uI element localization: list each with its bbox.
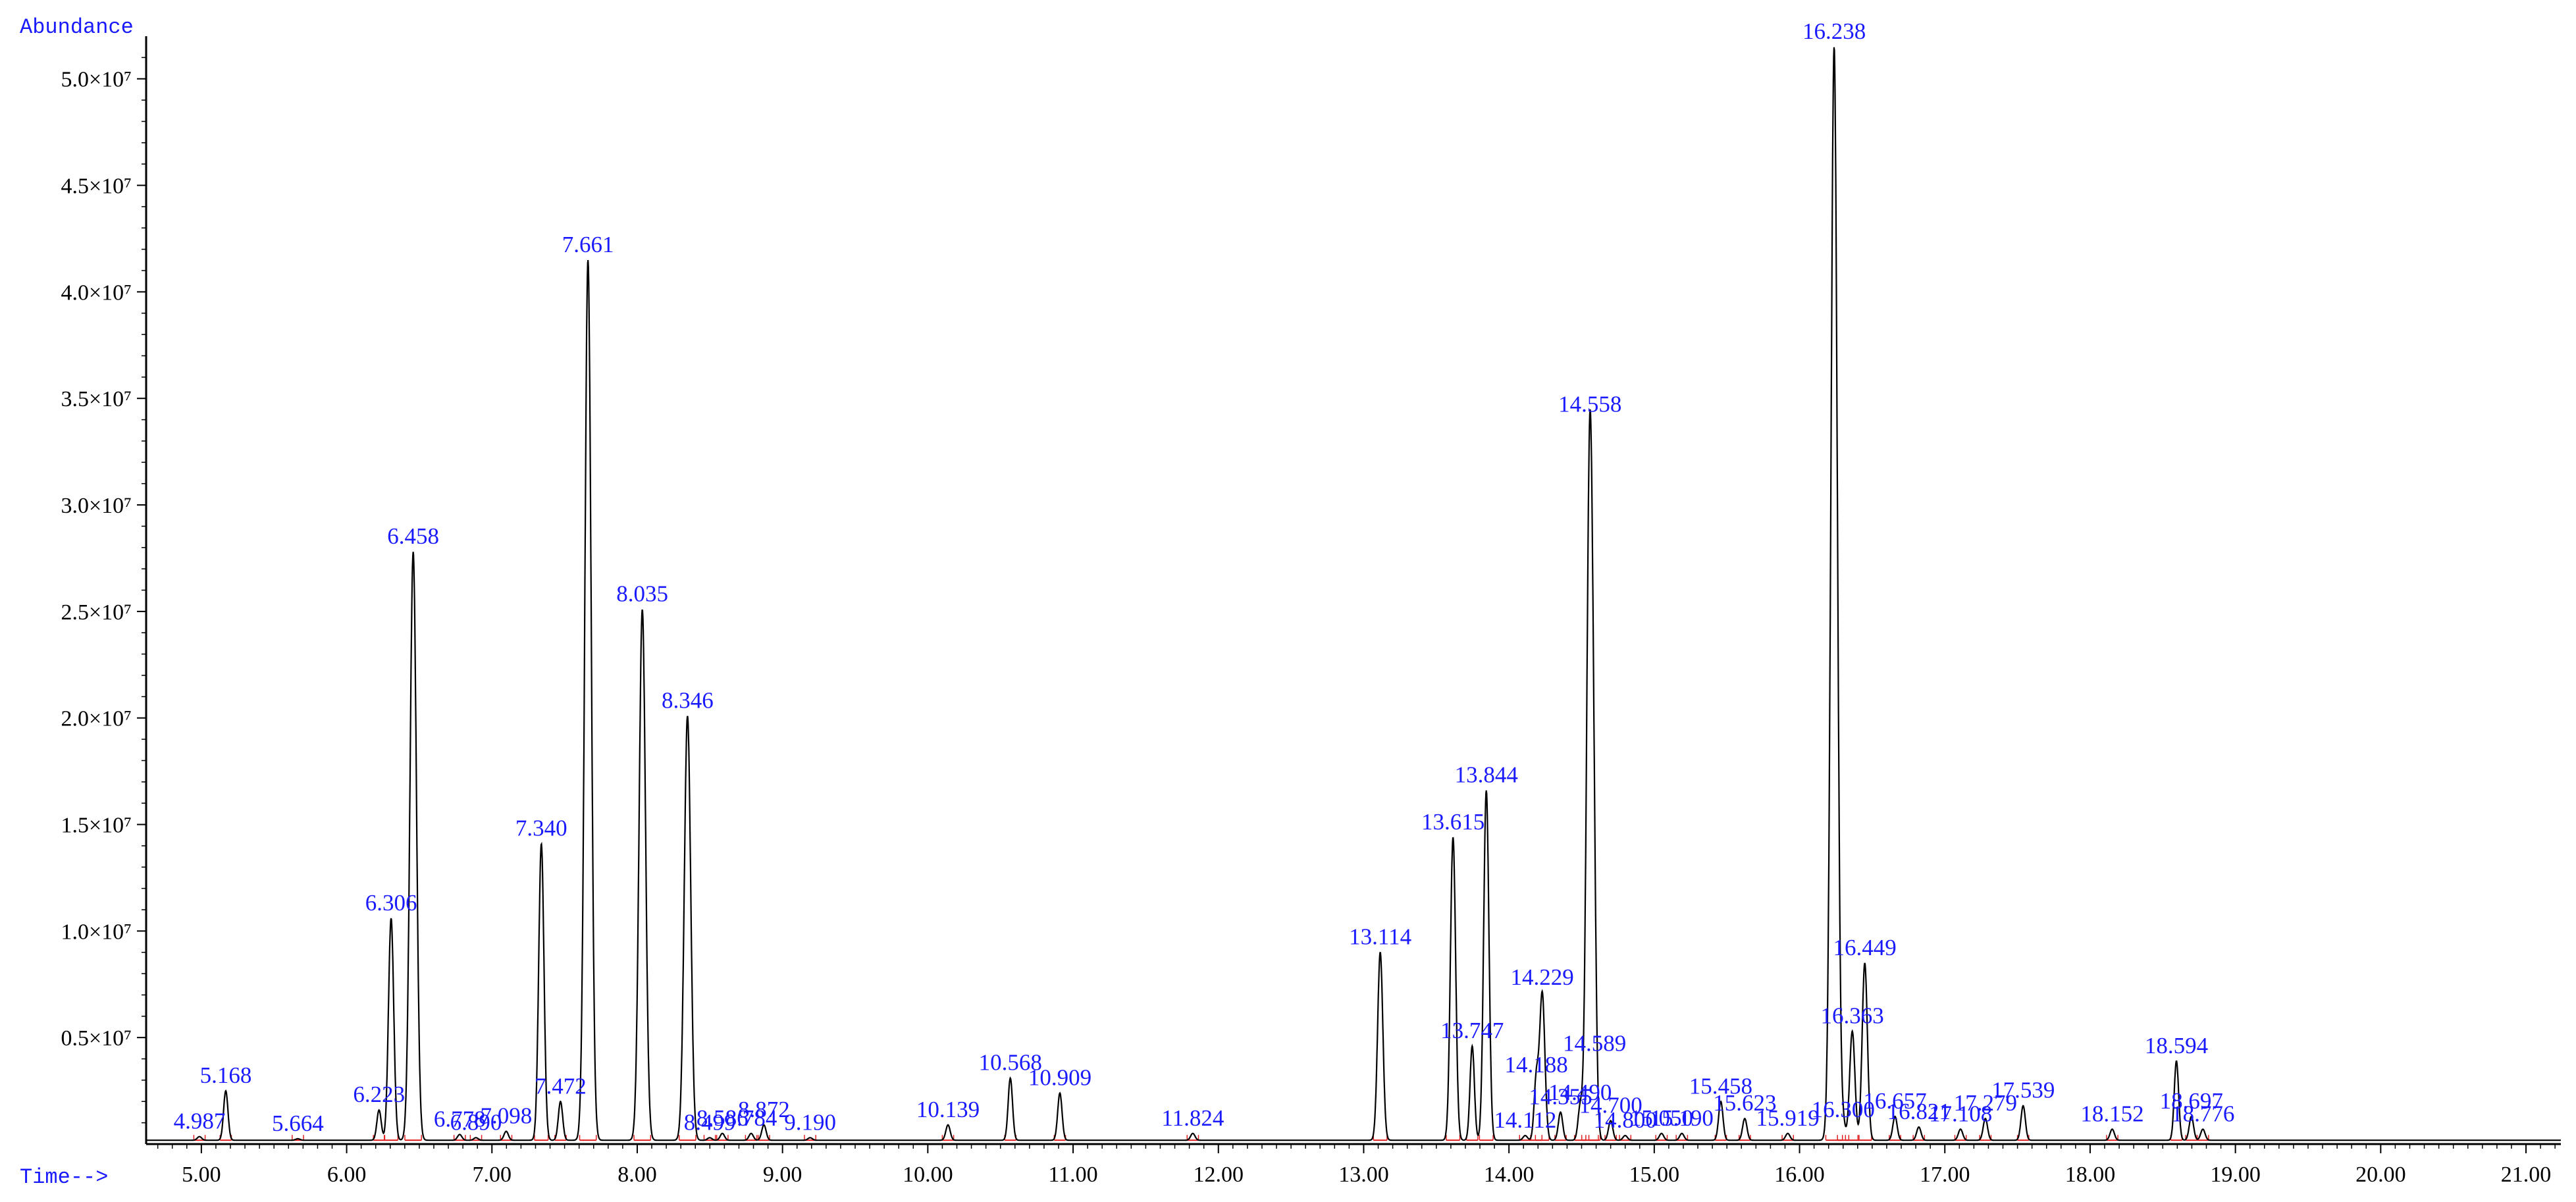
- peak-label: 4.987: [174, 1109, 226, 1134]
- peak-label: 15.623: [1713, 1090, 1776, 1116]
- peak-label: 14.558: [1558, 392, 1621, 417]
- peak-label: 16.238: [1802, 18, 1866, 44]
- peak-label: 8.035: [616, 581, 668, 607]
- y-tick-label: 4.5×10⁷: [61, 174, 132, 199]
- x-ticks: 5.00 6.00 7.00 8.00 9.00 10.00 11.00 12.00 13.00…: [157, 1144, 2556, 1187]
- peak-label: 17.108: [1929, 1101, 1992, 1126]
- y-ticks: 0.5×10⁷ 1.0×10⁷ 1.5×10⁷ 2.0×10⁷ 2.5×10⁷ 3.0×1…: [61, 57, 146, 1124]
- peak-label: 13.615: [1421, 809, 1485, 835]
- integration-baselines: [193, 1135, 2209, 1141]
- peak-label: 8.586: [697, 1105, 749, 1131]
- chromatogram-trace: [146, 47, 2561, 1141]
- peak-label: 18.697: [2160, 1088, 2223, 1114]
- x-tick-label: 15.00: [1629, 1163, 1680, 1187]
- peak-label: 13.747: [1440, 1018, 1504, 1043]
- peak-label: 14.589: [1563, 1031, 1626, 1057]
- y-tick-label: 0.5×10⁷: [61, 1026, 132, 1051]
- peak-label: 5.664: [272, 1111, 324, 1136]
- peak-label: 15.919: [1756, 1105, 1820, 1131]
- x-tick-label: 9.00: [763, 1163, 802, 1187]
- peak-label: 11.824: [1161, 1105, 1224, 1131]
- y-tick-label: 3.5×10⁷: [61, 387, 132, 411]
- peak-label: 15.050: [1630, 1105, 1693, 1131]
- trace-layer: [146, 47, 2561, 1141]
- x-tick-label: 20.00: [2355, 1163, 2406, 1187]
- peak-label: 14.112: [1494, 1107, 1556, 1133]
- peak-label: 17.279: [1954, 1090, 2017, 1116]
- peak-label: 8.499: [684, 1109, 736, 1135]
- peak-label: 7.098: [481, 1103, 533, 1129]
- x-tick-label: 5.00: [182, 1163, 221, 1187]
- peak-label: 6.890: [450, 1109, 502, 1135]
- y-tick-label: 2.5×10⁷: [61, 600, 132, 625]
- x-tick-label: 6.00: [327, 1163, 367, 1187]
- y-tick-label: 5.0×10⁷: [61, 68, 132, 92]
- axis-layer: [145, 36, 2561, 1145]
- peak-label: 16.657: [1863, 1088, 1926, 1114]
- peak-label: 7.472: [535, 1073, 587, 1099]
- peak-label: 6.458: [387, 523, 439, 549]
- x-tick-label: 18.00: [2065, 1163, 2116, 1187]
- peak-label: 16.300: [1812, 1097, 1875, 1122]
- y-tick-label: 1.5×10⁷: [61, 814, 132, 838]
- peak-label: 18.152: [2080, 1101, 2143, 1126]
- peak-label: 14.188: [1505, 1052, 1568, 1078]
- peak-label: 7.661: [562, 232, 614, 257]
- x-axis-title: Time-->: [20, 1165, 108, 1189]
- peak-label: 8.872: [738, 1097, 790, 1122]
- x-tick-label: 17.00: [1920, 1163, 1970, 1187]
- peak-label: 10.909: [1028, 1064, 1091, 1090]
- x-tick-label: 8.00: [618, 1163, 657, 1187]
- peak-label: 9.190: [784, 1109, 836, 1135]
- y-tick-label: 3.0×10⁷: [61, 494, 132, 518]
- peak-label: 10.568: [979, 1050, 1042, 1076]
- peak-label: 8.784: [725, 1105, 777, 1131]
- peak-label: 17.539: [1991, 1078, 2055, 1103]
- peak-label: 14.490: [1548, 1080, 1612, 1105]
- peak-label: 16.821: [1887, 1099, 1951, 1124]
- y-tick-label: 2.0×10⁷: [61, 707, 132, 731]
- y-tick-label: 1.0×10⁷: [61, 920, 132, 944]
- peak-label: 14.229: [1511, 964, 1574, 990]
- peak-label: 14.355: [1529, 1084, 1592, 1109]
- peak-label: 18.594: [2145, 1033, 2208, 1058]
- peak-label: 14.800: [1594, 1107, 1657, 1133]
- x-tick-label: 21.00: [2501, 1163, 2552, 1187]
- x-tick-label: 7.00: [473, 1163, 512, 1187]
- peak-label: 15.458: [1689, 1073, 1752, 1099]
- x-tick-label: 16.00: [1774, 1163, 1825, 1187]
- peak-label: 6.306: [365, 890, 417, 916]
- x-tick-label: 13.00: [1338, 1163, 1389, 1187]
- peak-label: 5.168: [200, 1062, 252, 1088]
- peak-label: 6.778: [434, 1106, 486, 1132]
- peak-label: 13.844: [1455, 762, 1518, 788]
- peak-label: 7.340: [515, 816, 567, 841]
- x-tick-label: 14.00: [1484, 1163, 1535, 1187]
- x-tick-label: 12.00: [1194, 1163, 1244, 1187]
- peak-label: 15.190: [1650, 1105, 1714, 1131]
- peak-label: 14.700: [1579, 1092, 1643, 1118]
- peak-labels: 4.987 5.168 5.664 6.223 6.306 6.458 6.7786.890…: [174, 18, 2235, 1136]
- x-tick-label: 10.00: [903, 1163, 953, 1187]
- peak-label: 13.114: [1349, 924, 1411, 950]
- peak-label: 6.223: [353, 1082, 405, 1107]
- x-tick-label: 19.00: [2210, 1163, 2261, 1187]
- y-axis-title: Abundance: [20, 15, 134, 39]
- x-tick-label: 11.00: [1048, 1163, 1097, 1187]
- peak-label: 16.363: [1821, 1003, 1884, 1028]
- peak-label: 16.449: [1833, 935, 1897, 960]
- peak-label: 18.776: [2171, 1101, 2234, 1126]
- y-tick-label: 4.0×10⁷: [61, 280, 132, 305]
- peak-label: 10.139: [916, 1097, 980, 1122]
- peak-label: 8.346: [662, 687, 714, 713]
